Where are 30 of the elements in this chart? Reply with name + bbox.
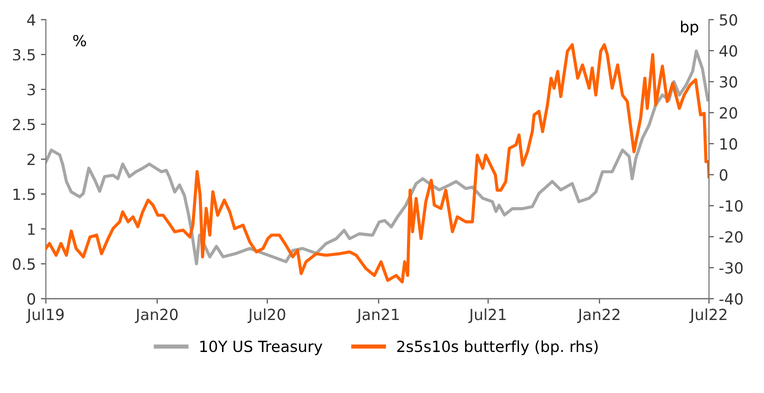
y-tick-label: 2.5 <box>12 118 35 130</box>
y-axis-title: % <box>73 34 86 46</box>
x-tick-label: Jul21 <box>468 308 506 324</box>
x-tick-label: Jul20 <box>248 308 286 324</box>
y-tick-label: 0 <box>27 293 36 305</box>
x-tick-label: Jan21 <box>356 308 399 324</box>
y-tick-label: 3 <box>28 84 35 96</box>
y2-tick-label: 40 <box>719 45 738 57</box>
y-tick-label: 0.5 <box>12 258 35 270</box>
y2-tick-label: 10 <box>720 138 738 150</box>
y-tick-label: 2 <box>28 154 35 165</box>
y-tick-label: 3.5 <box>12 48 35 61</box>
legend-label: 10Y US Treasury <box>200 340 322 356</box>
y2-tick-label: 50 <box>720 14 738 26</box>
y2-tick-label: 0 <box>720 169 728 181</box>
y2-tick-label: 20 <box>720 107 738 119</box>
y2-tick-label: 30 <box>720 76 738 88</box>
legend-label: 2s5s10s butterfly (bp. rhs) <box>397 340 598 356</box>
y-tick-label: 1 <box>28 224 35 235</box>
x-tick-label: Jul19 <box>26 308 64 324</box>
y-tick-label: 4 <box>27 14 36 26</box>
y2-tick-label: -20 <box>719 231 743 243</box>
y2-tick-label: -10 <box>719 200 743 212</box>
y-tick-label: 1.5 <box>14 188 35 200</box>
y2-tick-label: -40 <box>719 293 743 305</box>
x-tick-label: Jan20 <box>134 308 178 324</box>
x-tick-label: Jan22 <box>577 308 620 324</box>
x-tick-label: Jul22 <box>689 308 726 324</box>
y2-axis-title: bp <box>681 20 698 36</box>
y2-tick-label: -30 <box>719 262 743 274</box>
